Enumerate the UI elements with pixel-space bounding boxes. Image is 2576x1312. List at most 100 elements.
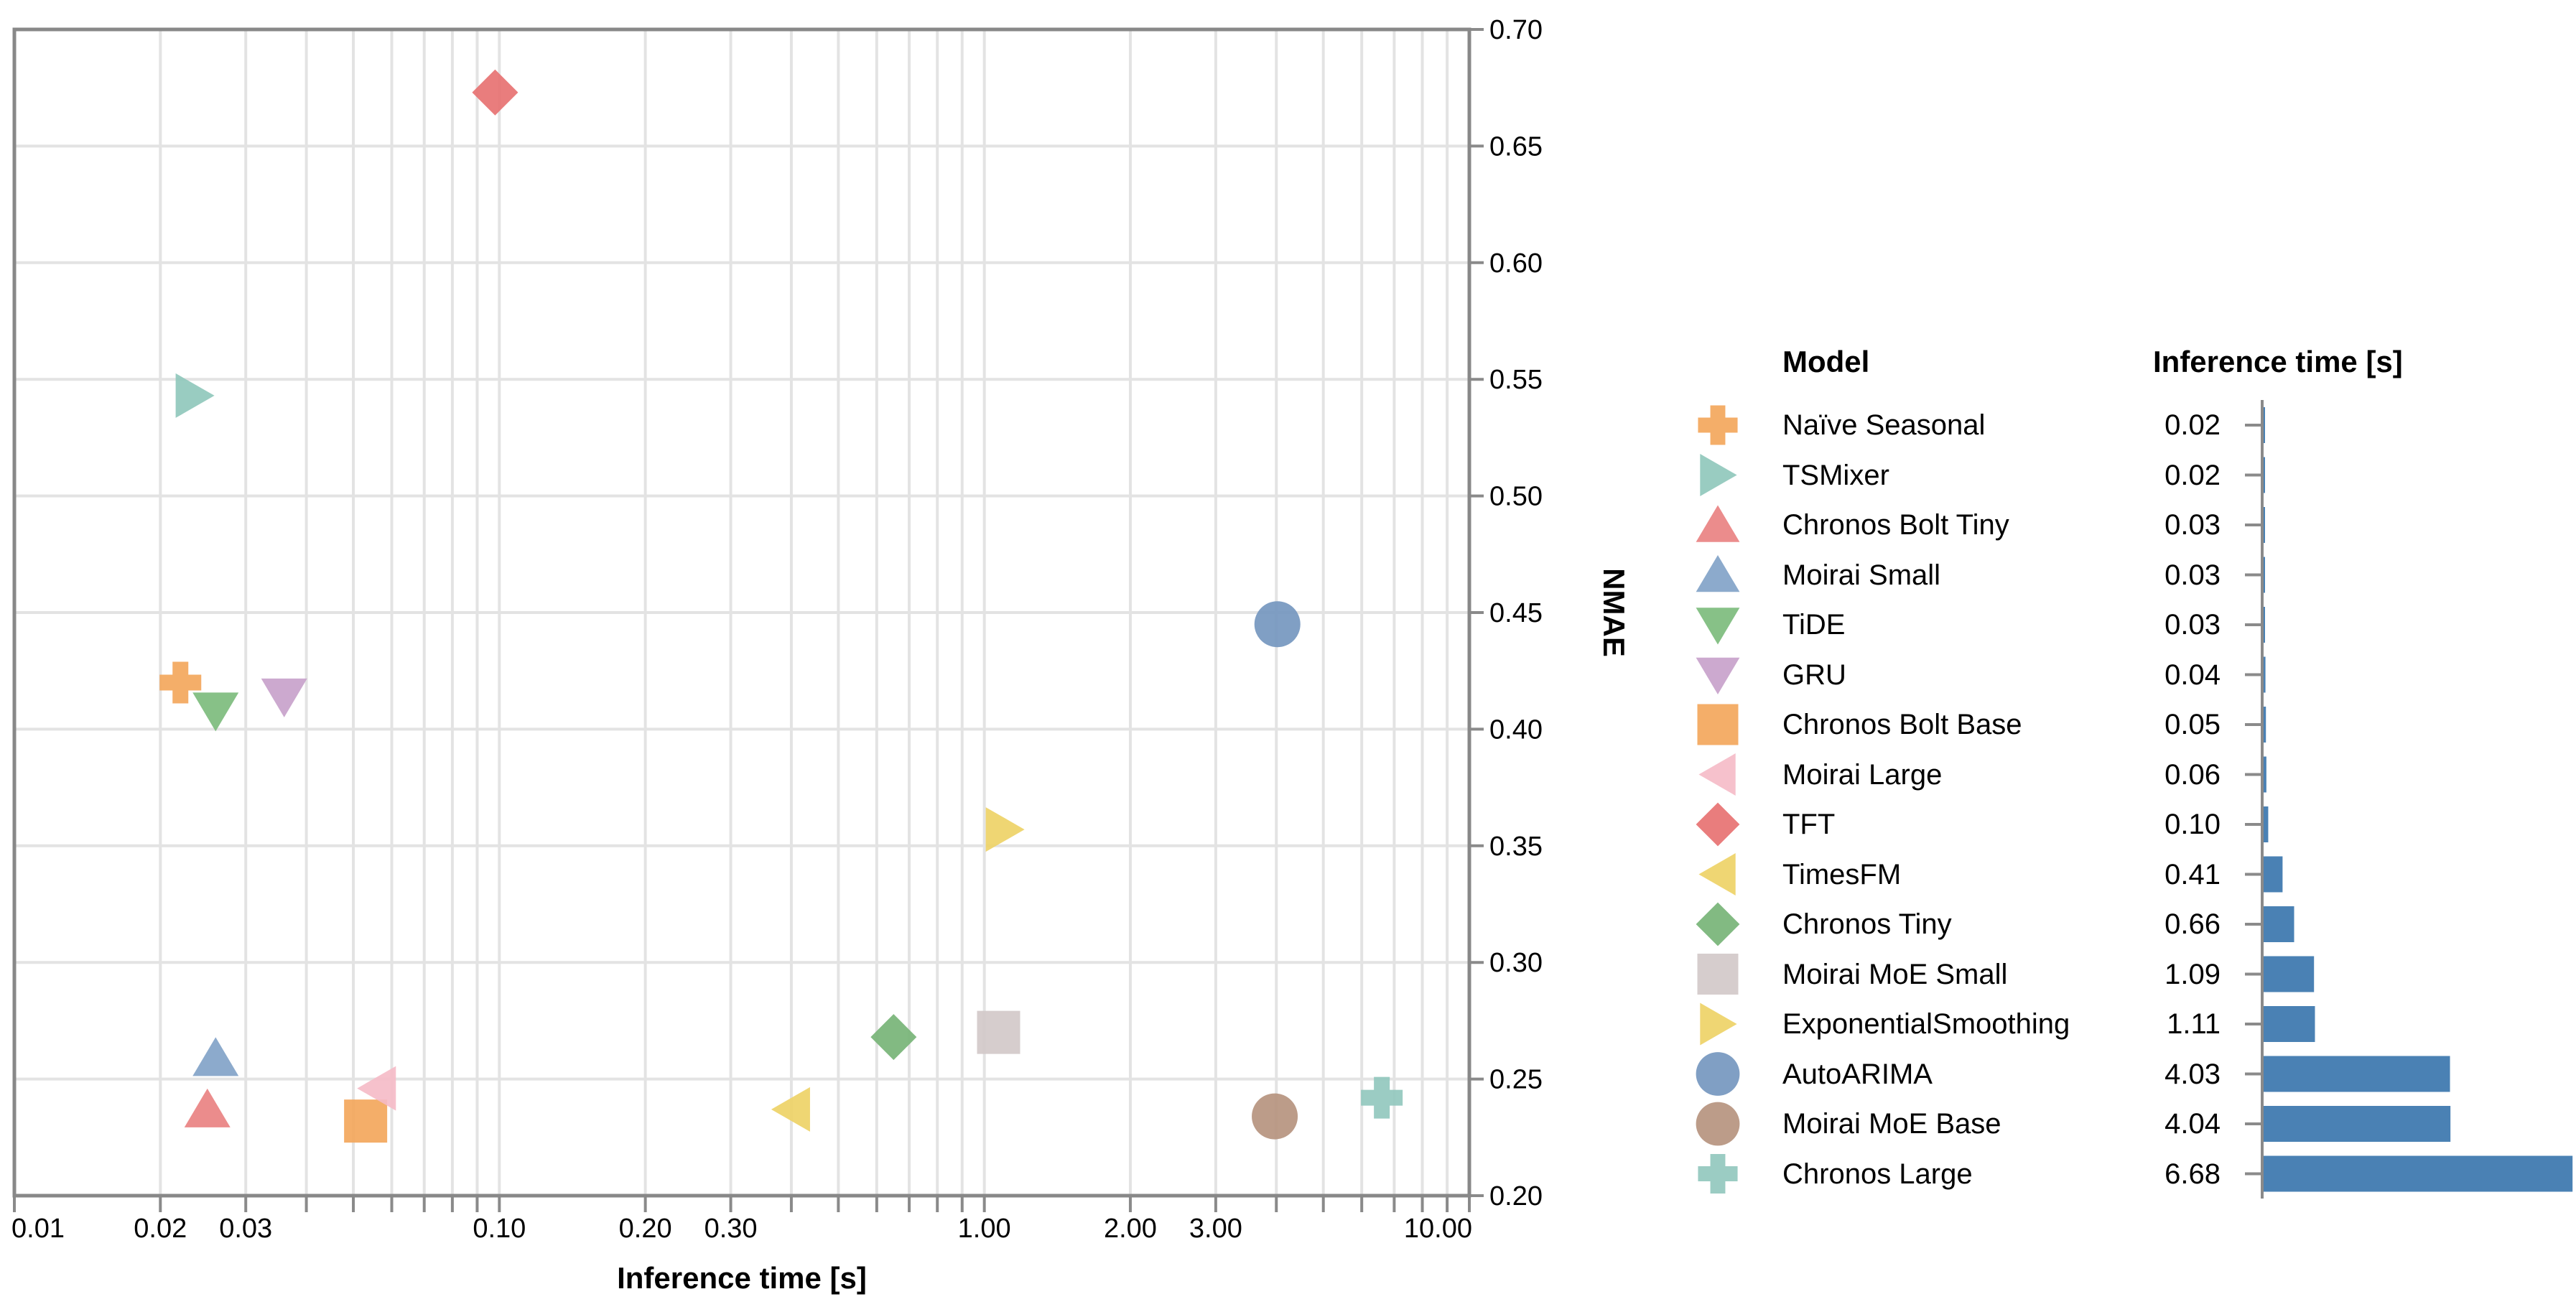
scatter-point-gru[interactable] [261, 678, 307, 717]
legend-time-value: 0.03 [2165, 559, 2221, 591]
legend-marker-icon[interactable] [1698, 753, 1736, 796]
y-tick-label: 0.45 [1489, 598, 1543, 628]
scatter-point-moirai-moe-small[interactable] [977, 1010, 1020, 1054]
legend-marker-icon[interactable] [1696, 505, 1740, 542]
legend-model-label: TimesFM [1782, 858, 1902, 890]
inference-time-bar[interactable] [2264, 856, 2283, 893]
legend-time-value: 0.04 [2165, 659, 2221, 691]
scatter-point-chronos-large[interactable] [1361, 1076, 1403, 1119]
inference-time-bar[interactable] [2264, 1056, 2450, 1092]
legend-time-value: 1.09 [2165, 958, 2221, 990]
y-tick-label: 0.50 [1489, 482, 1543, 512]
x-tick-label: 2.00 [1104, 1214, 1157, 1244]
scatter-point-na-ve-seasonal[interactable] [159, 661, 202, 704]
legend-time-value: 0.02 [2165, 409, 2221, 441]
legend-marker-icon[interactable] [1696, 657, 1740, 695]
y-tick-label: 0.65 [1489, 131, 1543, 162]
inference-time-bar[interactable] [2264, 806, 2269, 842]
inference-time-bar[interactable] [2264, 1006, 2315, 1042]
inference-time-bar[interactable] [2264, 707, 2266, 743]
y-tick-label: 0.55 [1489, 365, 1543, 395]
scatter-point-moirai-large[interactable] [357, 1066, 396, 1111]
legend-marker-icon[interactable] [1697, 954, 1739, 995]
legend-time-value: 0.03 [2165, 609, 2221, 641]
legend-marker-icon[interactable] [1696, 802, 1740, 847]
scatter-point-tft[interactable] [472, 69, 519, 116]
y-tick-label: 0.25 [1489, 1065, 1543, 1095]
x-tick-label: 0.20 [619, 1214, 672, 1244]
legend-time-value: 4.04 [2165, 1108, 2221, 1140]
legend-model-title: Model [1782, 345, 1870, 378]
legend-model-label: Moirai Large [1782, 758, 1943, 791]
legend-time-value: 0.02 [2165, 459, 2221, 491]
inference-time-bar[interactable] [2264, 507, 2265, 543]
legend-model-label: ExponentialSmoothing [1782, 1008, 2070, 1040]
legend-time-value: 0.06 [2165, 758, 2221, 791]
legend-time-value: 0.05 [2165, 709, 2221, 740]
inference-time-bar[interactable] [2264, 906, 2294, 942]
scatter-point-exponentialsmoothing[interactable] [985, 807, 1025, 852]
legend-model-label: Moirai Small [1782, 559, 1941, 591]
scatter-point-moirai-small[interactable] [192, 1037, 239, 1076]
scatter-point-chronos-bolt-tiny[interactable] [184, 1088, 231, 1127]
scatter-point-moirai-moe-base[interactable] [1252, 1093, 1298, 1140]
legend-time-value: 0.10 [2165, 809, 2221, 840]
legend-model-label: Chronos Tiny [1782, 908, 1952, 940]
legend-marker-icon[interactable] [1698, 1153, 1738, 1194]
legend-time-value: 4.03 [2165, 1058, 2221, 1090]
legend-marker-icon[interactable] [1696, 608, 1740, 645]
legend-marker-icon[interactable] [1698, 405, 1738, 445]
y-tick-label: 0.30 [1489, 948, 1543, 978]
legend-model-label: Chronos Large [1782, 1158, 1973, 1190]
inference-time-bar[interactable] [2264, 1155, 2573, 1192]
legend-model-label: AutoARIMA [1782, 1058, 1933, 1090]
y-tick-label: 0.70 [1489, 15, 1543, 45]
inference-time-bar[interactable] [2264, 756, 2266, 793]
legend-model-label: Chronos Bolt Base [1782, 709, 2022, 740]
legend-model-label: TiDE [1782, 609, 1846, 641]
scatter-point-timesfm[interactable] [771, 1087, 810, 1132]
legend-graphics [1696, 400, 2573, 1199]
y-tick-label: 0.40 [1489, 715, 1543, 745]
y-tick-label: 0.35 [1489, 832, 1543, 862]
x-tick-label: 1.00 [958, 1214, 1011, 1244]
legend-time-value: 0.03 [2165, 509, 2221, 541]
legend-time-value: 6.68 [2165, 1158, 2221, 1190]
legend-model-label: Moirai MoE Small [1782, 958, 2008, 990]
scatter-point-tide[interactable] [192, 692, 239, 732]
x-tick-label: 0.03 [219, 1214, 272, 1244]
inference-time-bar[interactable] [2264, 407, 2265, 443]
legend-model-label: Chronos Bolt Tiny [1782, 509, 2009, 541]
legend-model-label: Naïve Seasonal [1782, 409, 1986, 441]
x-axis-title: Inference time [s] [617, 1261, 867, 1295]
legend-model-label: GRU [1782, 659, 1846, 691]
y-axis-title: NMAE [1597, 568, 1631, 657]
legend-marker-icon[interactable] [1696, 554, 1740, 592]
y-tick-label: 0.20 [1489, 1181, 1543, 1211]
legend-marker-icon[interactable] [1696, 1052, 1740, 1096]
legend-model-label: Moirai MoE Base [1782, 1108, 2001, 1140]
scatter-point-autoarima[interactable] [1254, 601, 1301, 648]
legend-marker-icon[interactable] [1700, 1002, 1737, 1046]
legend-marker-icon[interactable] [1697, 704, 1739, 745]
inference-time-bar[interactable] [2264, 557, 2265, 593]
legend-time-title: Inference time [s] [2153, 345, 2403, 378]
inference-time-bar[interactable] [2264, 656, 2266, 693]
legend-marker-icon[interactable] [1696, 902, 1740, 946]
legend-marker-icon[interactable] [1698, 853, 1736, 895]
legend-time-value: 0.66 [2165, 908, 2221, 940]
inference-time-bar[interactable] [2264, 607, 2265, 643]
legend-marker-icon[interactable] [1700, 454, 1737, 496]
inference-time-bar[interactable] [2264, 1106, 2451, 1142]
scatter-plot: 0.01 0.02 0.03 0.10 0.20 0.30 1.00 2.00 3.00 10.0… [11, 15, 1543, 1244]
scatter-point-tsmixer[interactable] [175, 373, 215, 418]
inference-time-bar[interactable] [2264, 457, 2265, 493]
scatter-point-chronos-tiny[interactable] [870, 1014, 917, 1061]
x-tick-label: 0.10 [473, 1214, 526, 1244]
legend-marker-icon[interactable] [1696, 1102, 1740, 1146]
inference-time-bar[interactable] [2264, 956, 2315, 992]
legend-model-label: TSMixer [1782, 459, 1889, 491]
x-tick-label: 0.30 [705, 1214, 758, 1244]
scatter-point-chronos-bolt-base[interactable] [344, 1099, 388, 1143]
